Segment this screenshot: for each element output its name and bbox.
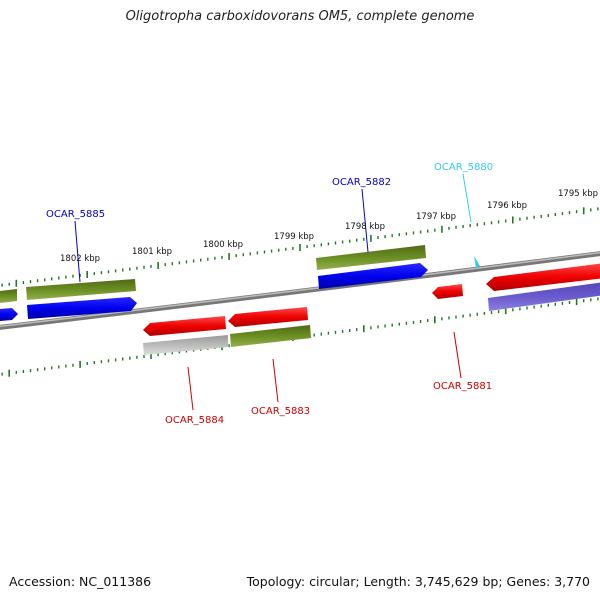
cds-blue-ocar-5885[interactable] bbox=[27, 297, 137, 319]
cds-red-ocar-5884[interactable] bbox=[143, 316, 226, 336]
cds-red-ocar-5883[interactable] bbox=[228, 307, 308, 327]
map-title: Oligotropha carboxidovorans OM5, complet… bbox=[125, 9, 475, 24]
gene-label-ocar-5881[interactable]: OCAR_5881 bbox=[433, 381, 492, 392]
genome-summary-text: Topology: circular; Length: 3,745,629 bp… bbox=[246, 574, 590, 589]
gene-label-ocar-5883[interactable]: OCAR_5883 bbox=[251, 406, 310, 417]
gene-green-left-edge[interactable] bbox=[0, 289, 17, 303]
callout-ocar-5884 bbox=[187, 366, 194, 411]
ruler-label: 1799 kbp bbox=[274, 232, 314, 242]
gene-label-ocar-5882[interactable]: OCAR_5882 bbox=[332, 177, 391, 188]
genome-backbone bbox=[0, 251, 600, 330]
ruler-label: 1800 kbp bbox=[203, 240, 243, 250]
ruler-label: 1798 kbp bbox=[345, 222, 385, 232]
cds-red-right[interactable] bbox=[486, 263, 600, 291]
cds-red-ocar-5881[interactable] bbox=[432, 284, 463, 299]
trna-ocar-5880[interactable] bbox=[474, 256, 480, 268]
gene-green-ocar-5882[interactable] bbox=[316, 245, 426, 270]
cds-blue-ocar-5882[interactable] bbox=[318, 263, 428, 289]
ruler-label: 1801 kbp bbox=[132, 247, 172, 257]
gene-green-ocar-5885[interactable] bbox=[26, 279, 136, 300]
ruler-label: 1796 kbp bbox=[487, 201, 527, 211]
callout-ocar-5882 bbox=[361, 188, 369, 253]
accession-text: Accession: NC_011386 bbox=[9, 574, 152, 589]
ruler-label: 1797 kbp bbox=[416, 212, 456, 222]
ruler-labels: 1802 kbp 1801 kbp 1800 kbp 1799 kbp 1798… bbox=[60, 189, 598, 264]
pseudogene-gray-ocar-5884[interactable] bbox=[143, 335, 228, 355]
ruler-label: 1795 kbp bbox=[558, 189, 598, 199]
rna-purple-right[interactable] bbox=[488, 282, 600, 311]
ruler-label: 1802 kbp bbox=[60, 254, 100, 264]
gene-label-ocar-5880[interactable]: OCAR_5880 bbox=[434, 162, 493, 173]
gene-labels: OCAR_5885 OCAR_5882 OCAR_5880 OCAR_5884 … bbox=[46, 162, 493, 426]
callout-ocar-5885 bbox=[74, 220, 81, 283]
callout-ocar-5883 bbox=[272, 358, 279, 403]
cds-blue-left-edge[interactable] bbox=[0, 308, 18, 321]
gene-label-ocar-5884[interactable]: OCAR_5884 bbox=[165, 415, 224, 426]
gene-green-ocar-5883[interactable] bbox=[230, 325, 311, 347]
callout-ocar-5881 bbox=[453, 331, 462, 379]
gene-label-ocar-5885[interactable]: OCAR_5885 bbox=[46, 209, 105, 220]
callout-ocar-5880 bbox=[462, 173, 472, 223]
outer-ruler bbox=[1, 207, 599, 287]
genome-backbone-highlight bbox=[0, 251, 600, 328]
